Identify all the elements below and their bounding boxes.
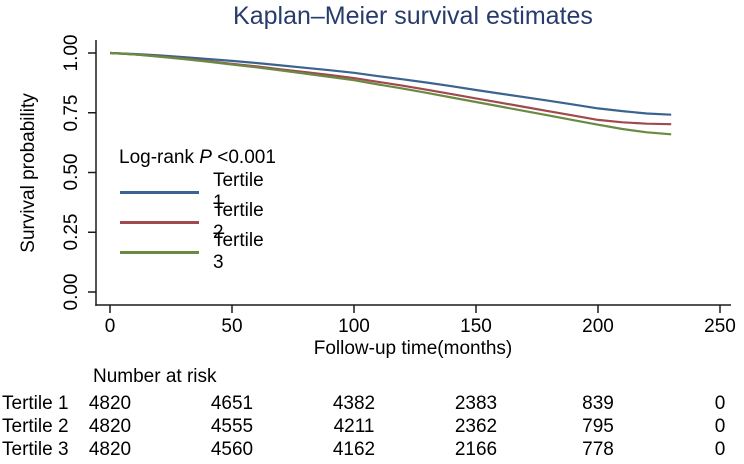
risk-value: 4820 bbox=[88, 416, 132, 437]
legend-label-tertile-2: Tertile 2 bbox=[212, 200, 264, 243]
chart-title: Kaplan–Meier survival estimates bbox=[233, 2, 593, 30]
risk-value: 4211 bbox=[333, 416, 375, 437]
logrank-annotation: Log-rank P <0.001 bbox=[119, 147, 276, 169]
y-tick-0.00: 0.00 bbox=[61, 273, 82, 311]
risk-value: 4162 bbox=[332, 439, 376, 460]
y-axis-title: Survival probability bbox=[18, 93, 39, 253]
axis-ticks bbox=[88, 52, 721, 313]
risk-value: 4820 bbox=[88, 393, 132, 414]
y-tick-0.75: 0.75 bbox=[61, 94, 82, 132]
logrank-p: P bbox=[199, 147, 212, 168]
x-tick-50: 50 bbox=[221, 316, 243, 337]
x-tick-200: 200 bbox=[582, 316, 614, 337]
risk-value: 4382 bbox=[332, 393, 376, 414]
risk-value: 795 bbox=[582, 416, 614, 437]
legend-entry-tertile-3: Tertile 3 bbox=[120, 230, 273, 273]
legend-line-tertile-3 bbox=[120, 250, 199, 254]
legend-line-tertile-1 bbox=[120, 190, 199, 194]
logrank-prefix: Log-rank bbox=[119, 147, 200, 168]
risk-value: 2383 bbox=[454, 393, 498, 414]
risk-value: 0 bbox=[714, 439, 726, 460]
risk-value: 839 bbox=[582, 393, 614, 414]
x-tick-0: 0 bbox=[104, 316, 116, 337]
y-tick-0.25: 0.25 bbox=[61, 213, 82, 251]
legend-label-tertile-1: Tertile 1 bbox=[212, 170, 264, 213]
km-curve-tertile-1 bbox=[109, 51, 672, 116]
risk-row-label-tertile-2: Tertile 2 bbox=[2, 416, 69, 437]
risk-value: 778 bbox=[582, 439, 614, 460]
risk-value: 4651 bbox=[210, 393, 254, 414]
legend-entry-tertile-1: Tertile 1 bbox=[120, 170, 273, 213]
risk-value: 4555 bbox=[210, 416, 254, 437]
risk-value: 4560 bbox=[210, 439, 254, 460]
x-tick-250: 250 bbox=[704, 316, 736, 337]
risk-value: 2166 bbox=[454, 439, 498, 460]
y-tick-1.00: 1.00 bbox=[61, 34, 82, 72]
risk-table-header: Number at risk bbox=[93, 366, 217, 387]
risk-value: 4820 bbox=[88, 439, 132, 460]
x-tick-150: 150 bbox=[460, 316, 492, 337]
risk-value: 0 bbox=[714, 416, 726, 437]
legend-line-tertile-2 bbox=[120, 220, 199, 224]
risk-row-label-tertile-3: Tertile 3 bbox=[2, 439, 69, 460]
risk-value: 0 bbox=[714, 393, 726, 414]
x-axis-title: Follow-up time(months) bbox=[313, 338, 513, 359]
risk-value: 2362 bbox=[454, 416, 498, 437]
x-tick-100: 100 bbox=[338, 316, 370, 337]
risk-row-label-tertile-1: Tertile 1 bbox=[2, 393, 69, 414]
km-curve-tertile-3 bbox=[109, 51, 672, 136]
km-curve-tertile-2 bbox=[109, 51, 672, 126]
legend-label-tertile-3: Tertile 3 bbox=[212, 230, 264, 273]
logrank-value: <0.001 bbox=[211, 147, 276, 168]
y-tick-0.50: 0.50 bbox=[61, 153, 82, 191]
km-curves bbox=[109, 51, 672, 136]
legend-entry-tertile-2: Tertile 2 bbox=[120, 200, 273, 243]
